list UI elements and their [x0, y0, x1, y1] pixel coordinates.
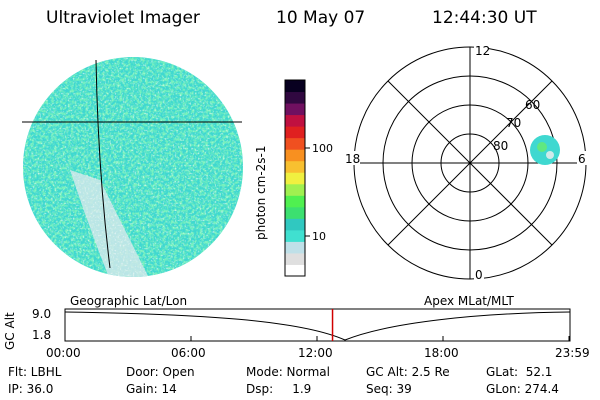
status-gc-alt: GC Alt: 2.5 Re: [366, 365, 450, 379]
lat-label-70: 70: [506, 116, 521, 130]
status-glat: GLat: 52.1: [486, 365, 553, 379]
status-ip: IP: 36.0: [8, 382, 54, 396]
status-dsp: Dsp: 1.9: [246, 382, 312, 396]
time-tick-0000: 00:00: [46, 346, 81, 360]
colorbar-label: photon cm-2s-1: [254, 145, 268, 241]
colorbar-band: [285, 195, 305, 208]
colorbar-band: [285, 103, 305, 116]
colorbar-tick-10: 10: [312, 230, 326, 243]
longitude-line: [95, 59, 111, 269]
colorbar-tick-100: 100: [312, 142, 333, 155]
lat-label-60: 60: [525, 98, 540, 112]
timeline-y-bottom: 1.8: [32, 328, 52, 342]
timeline-y-top: 9.0: [32, 307, 52, 321]
timeline-right-label: Apex MLat/MLT: [424, 294, 514, 308]
colorbar-band: [285, 172, 305, 185]
time-label: 12:44:30 UT: [432, 8, 537, 28]
status-door: Door: Open: [126, 365, 195, 379]
time-tick-1200: 12:00: [298, 346, 333, 360]
colorbar-band: [285, 137, 305, 150]
colorbar-band: [285, 241, 305, 254]
altitude-curve: [64, 311, 571, 341]
time-tick-2359: 23:59: [555, 346, 590, 360]
status-mode: Mode: Normal: [246, 365, 330, 379]
mlt-label-12: 12: [475, 44, 490, 58]
colorbar-band: [285, 126, 305, 139]
colorbar-band: [285, 114, 305, 127]
date-label: 10 May 07: [276, 8, 366, 28]
mlt-label-6: 6: [578, 152, 586, 166]
colorbar-band: [285, 160, 305, 173]
colorbar: 100 10: [284, 79, 333, 277]
status-gain: Gain: 14: [126, 382, 177, 396]
time-tick-1800: 18:00: [424, 346, 459, 360]
earth-disk-image: [22, 57, 243, 277]
instrument-title: Ultraviolet Imager: [46, 8, 200, 28]
mlt-label-18: 18: [345, 152, 360, 166]
colorbar-band: [285, 183, 305, 196]
colorbar-band: [285, 218, 305, 231]
colorbar-band: [285, 229, 305, 242]
timeline-plot: [64, 308, 571, 342]
colorbar-band: [285, 149, 305, 162]
polar-plot: 12 18 6 0 80 70 60: [344, 43, 589, 282]
mlt-label-0: 0: [475, 268, 483, 282]
colorbar-band: [285, 264, 305, 277]
lat-label-80: 80: [493, 139, 508, 153]
colorbar-band: [285, 91, 305, 104]
colorbar-band: [285, 206, 305, 219]
status-glon: GLon: 274.4: [486, 382, 559, 396]
colorbar-band: [285, 80, 305, 93]
time-tick-0600: 06:00: [171, 346, 206, 360]
colorbar-band: [285, 252, 305, 265]
status-seq: Seq: 39: [366, 382, 412, 396]
status-flt: Flt: LBHL: [8, 365, 62, 379]
timeline-left-label: Geographic Lat/Lon: [70, 294, 188, 308]
